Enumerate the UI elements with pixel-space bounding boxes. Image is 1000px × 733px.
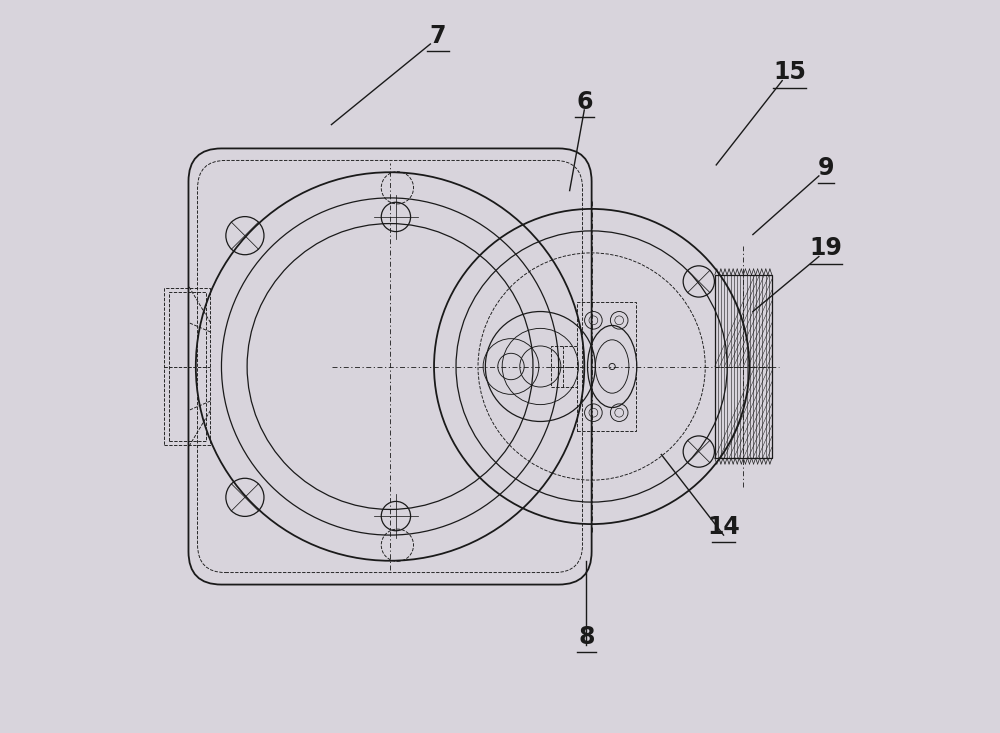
Text: 15: 15 <box>773 60 806 84</box>
Bar <box>715 275 772 458</box>
Text: 8: 8 <box>578 625 595 649</box>
Text: 19: 19 <box>810 236 843 260</box>
Bar <box>169 292 206 441</box>
Bar <box>577 303 636 430</box>
Text: 9: 9 <box>818 155 834 180</box>
Text: 14: 14 <box>707 515 740 539</box>
Bar <box>164 288 210 445</box>
Bar <box>551 347 577 387</box>
Text: 6: 6 <box>576 89 593 114</box>
Text: 7: 7 <box>429 23 446 48</box>
